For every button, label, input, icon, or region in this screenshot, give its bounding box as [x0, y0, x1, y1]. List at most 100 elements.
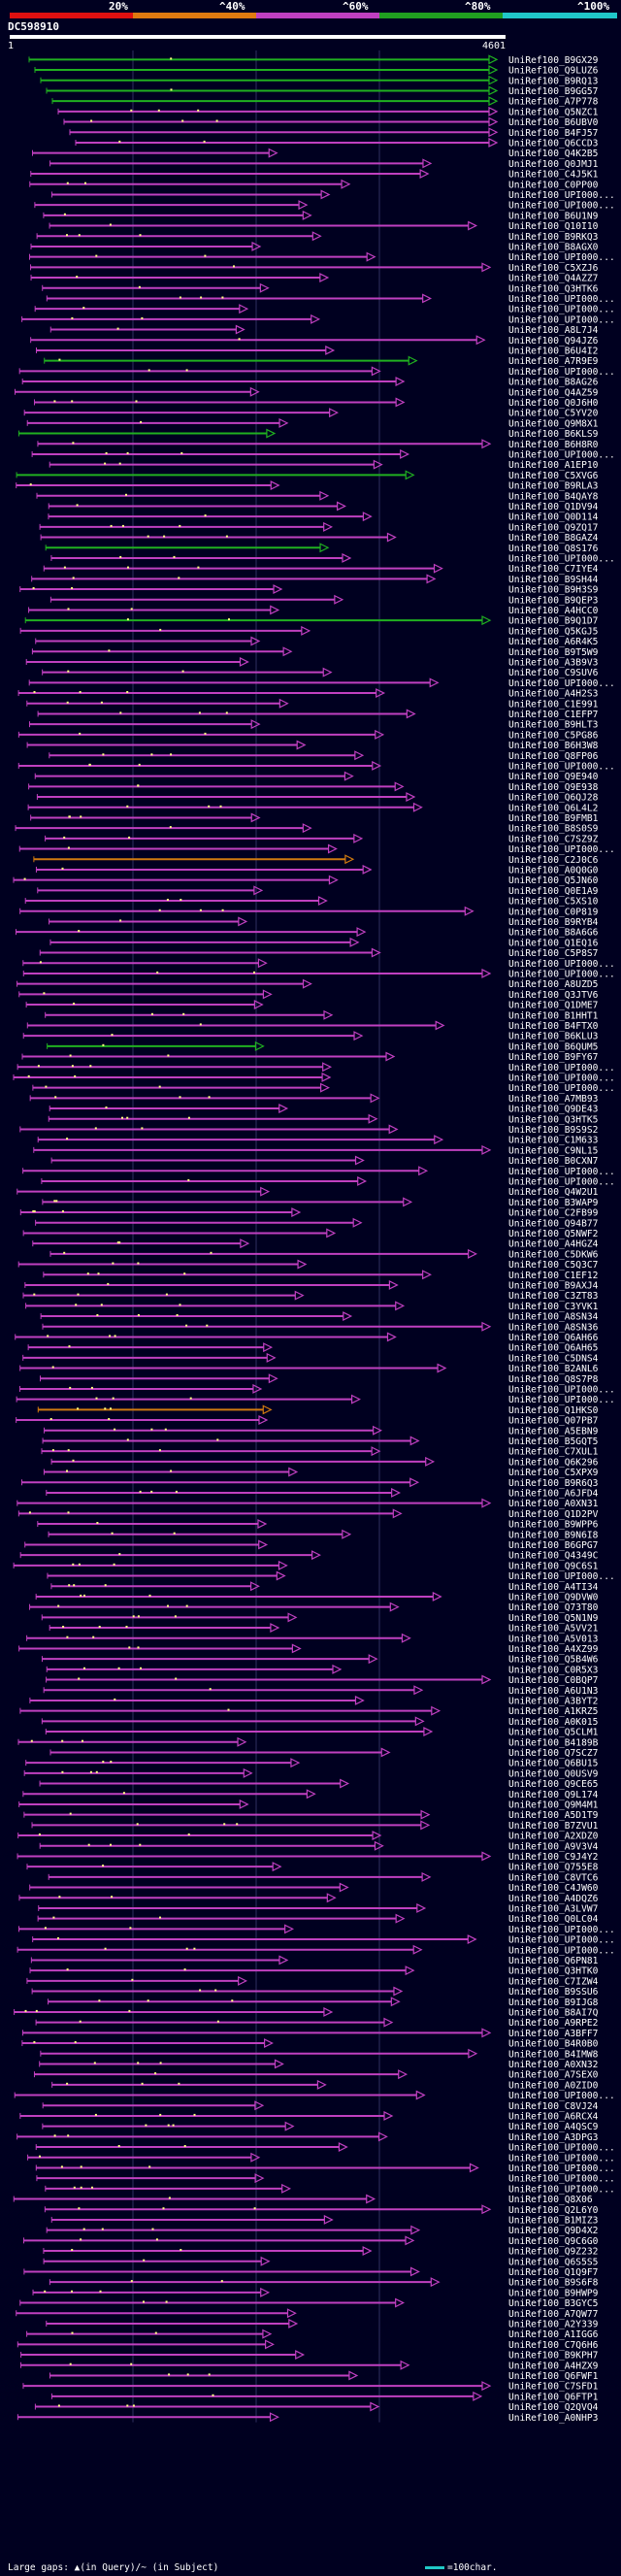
hit-row[interactable]: UniRef100_UPI000... [28, 677, 615, 689]
hit-label[interactable]: UniRef100_C0PP00 [508, 180, 599, 190]
hit-label[interactable]: UniRef100_UPI000... [508, 1395, 615, 1405]
hit-label[interactable]: UniRef100_B8S0S9 [508, 824, 599, 835]
hit-label[interactable]: UniRef100_Q0J6H0 [508, 398, 599, 409]
hit-label[interactable]: UniRef100_C5XPX9 [508, 1468, 599, 1478]
hit-row[interactable]: UniRef100_UPI000... [36, 2173, 615, 2185]
hit-label[interactable]: UniRef100_Q9E940 [508, 772, 599, 782]
hit-label[interactable]: UniRef100_A5EBN9 [508, 1426, 599, 1437]
hit-row[interactable]: UniRef100_B9RQ13 [40, 75, 599, 86]
hit-label[interactable]: UniRef100_C9J4Y2 [508, 1852, 598, 1863]
hit-label[interactable]: UniRef100_B6H8R0 [508, 440, 599, 450]
hit-label[interactable]: UniRef100_B3WAP9 [508, 1198, 599, 1208]
hit-label[interactable]: UniRef100_Q0D114 [508, 512, 599, 523]
hit-row[interactable]: UniRef100_UPI000... [28, 251, 615, 263]
hit-row[interactable]: UniRef100_A3LVW7 [38, 1902, 599, 1914]
hit-label[interactable]: UniRef100_C7IYE4 [508, 564, 599, 575]
hit-label[interactable]: UniRef100_A7R9E9 [508, 356, 599, 367]
hit-label[interactable]: UniRef100_Q5NZC1 [508, 107, 599, 117]
hit-row[interactable]: UniRef100_A0ZID0 [51, 2079, 599, 2091]
hit-label[interactable]: UniRef100_A1IGG6 [508, 2329, 599, 2340]
hit-label[interactable]: UniRef100_C3YVK1 [508, 1302, 599, 1312]
hit-row[interactable]: UniRef100_C8VJ24 [42, 2100, 599, 2112]
hit-row[interactable]: UniRef100_UPI000... [18, 843, 615, 855]
hit-row[interactable]: UniRef100_A2Y339 [46, 2318, 599, 2329]
hit-row[interactable]: UniRef100_B6QUM5 [47, 1040, 599, 1052]
hit-row[interactable]: UniRef100_B4QAY8 [36, 490, 599, 502]
hit-label[interactable]: UniRef100_Q0LC04 [508, 1914, 599, 1925]
hit-label[interactable]: UniRef100_A3BFF7 [508, 2029, 599, 2039]
hit-row[interactable]: UniRef100_Q9LUZ6 [34, 65, 599, 77]
hit-label[interactable]: UniRef100_B9FMB1 [508, 813, 599, 824]
hit-row[interactable]: UniRef100_B4R0B0 [21, 2038, 599, 2050]
hit-row[interactable]: UniRef100_Q5KGJ5 [19, 625, 598, 637]
hit-row[interactable]: UniRef100_Q9D4X2 [46, 2225, 598, 2236]
hit-label[interactable]: UniRef100_Q5CLM1 [508, 1728, 599, 1738]
hit-row[interactable]: UniRef100_UPI000... [22, 958, 615, 970]
hit-row[interactable]: UniRef100_C3YVK1 [25, 1301, 599, 1312]
hit-row[interactable]: UniRef100_C5XPX9 [43, 1467, 599, 1478]
hit-label[interactable]: UniRef100_B6GPG7 [508, 1540, 599, 1551]
hit-row[interactable]: UniRef100_B4189B [17, 1736, 599, 1748]
hit-label[interactable]: UniRef100_Q3HTK5 [508, 1114, 598, 1125]
hit-row[interactable]: UniRef100_A4HCC0 [28, 605, 599, 616]
hit-label[interactable]: UniRef100_A7MB93 [508, 1094, 599, 1105]
hit-label[interactable]: UniRef100_Q9ZQ17 [508, 522, 599, 533]
hit-row[interactable]: UniRef100_Q5NWF2 [22, 1228, 598, 1239]
hit-label[interactable]: UniRef100_A0NHP3 [508, 2413, 599, 2424]
hit-label[interactable]: UniRef100_C1EF12 [508, 1271, 598, 1281]
hit-row[interactable]: UniRef100_Q6BU15 [25, 1758, 599, 1769]
hit-label[interactable]: UniRef100_Q8S7P8 [508, 1374, 599, 1385]
hit-row[interactable]: UniRef100_B3GYC5 [19, 2297, 599, 2309]
hit-label[interactable]: UniRef100_UPI000... [508, 1384, 615, 1395]
hit-label[interactable]: UniRef100_A7QW77 [508, 2309, 599, 2320]
hit-label[interactable]: UniRef100_UPI000... [508, 2184, 615, 2195]
hit-row[interactable]: UniRef100_A8UZD5 [16, 978, 599, 990]
hit-row[interactable]: UniRef100_B8AGX0 [30, 241, 599, 252]
hit-label[interactable]: UniRef100_B4FTX0 [508, 1021, 599, 1032]
hit-label[interactable]: UniRef100_Q9L174 [508, 1790, 599, 1800]
hit-row[interactable]: UniRef100_A6JFD4 [46, 1487, 599, 1499]
hit-label[interactable]: UniRef100_Q6L4L2 [508, 803, 598, 813]
hit-row[interactable]: UniRef100_UPI000... [45, 2183, 615, 2195]
hit-label[interactable]: UniRef100_B8AI7Q [508, 2007, 599, 2018]
hit-label[interactable]: UniRef100_A3DPG3 [508, 2132, 599, 2143]
hit-row[interactable]: UniRef100_Q6K296 [50, 1456, 599, 1468]
hit-row[interactable]: UniRef100_C0BQP7 [46, 1674, 599, 1686]
hit-label[interactable]: UniRef100_A6JFD4 [508, 1488, 599, 1499]
hit-label[interactable]: UniRef100_B1MIZ3 [508, 2215, 599, 2226]
hit-label[interactable]: UniRef100_C4JW60 [508, 1883, 599, 1894]
hit-row[interactable]: UniRef100_Q6L4L2 [27, 802, 598, 813]
hit-label[interactable]: UniRef100_B9SH44 [508, 575, 599, 585]
hit-row[interactable]: UniRef100_Q94JZ6 [30, 335, 599, 347]
hit-row[interactable]: UniRef100_C9NL15 [33, 1144, 599, 1156]
hit-row[interactable]: UniRef100_Q9CE65 [39, 1778, 598, 1790]
hit-row[interactable]: UniRef100_C7SFD1 [22, 2381, 599, 2393]
hit-row[interactable]: UniRef100_B9GG57 [46, 85, 599, 97]
hit-row[interactable]: UniRef100_Q8X06 [13, 2194, 593, 2205]
hit-label[interactable]: UniRef100_UPI000... [508, 1063, 615, 1073]
hit-row[interactable]: UniRef100_Q10I10 [49, 220, 599, 232]
hit-row[interactable]: UniRef100_C1M633 [37, 1135, 599, 1146]
hit-row[interactable]: UniRef100_A3BFF7 [21, 2028, 599, 2039]
hit-row[interactable]: UniRef100_UPI000... [17, 760, 615, 772]
hit-label[interactable]: UniRef100_Q9Z232 [508, 2247, 598, 2258]
hit-label[interactable]: UniRef100_B9T5W9 [508, 647, 599, 658]
hit-label[interactable]: UniRef100_A3LVW7 [508, 1903, 599, 1914]
hit-label[interactable]: UniRef100_UPI000... [508, 314, 615, 325]
hit-label[interactable]: UniRef100_UPI000... [508, 201, 615, 212]
hit-row[interactable]: UniRef100_B4FJ57 [69, 127, 599, 139]
hit-label[interactable]: UniRef100_B9AXJ4 [508, 1280, 599, 1291]
hit-row[interactable]: UniRef100_Q6PN81 [30, 1955, 599, 1966]
hit-row[interactable]: UniRef100_C5YV20 [23, 408, 599, 419]
hit-row[interactable]: UniRef100_Q5B4W6 [41, 1654, 599, 1666]
hit-row[interactable]: UniRef100_Q1HKS0 [37, 1404, 599, 1416]
hit-row[interactable]: UniRef100_UPI000... [16, 1062, 615, 1073]
hit-row[interactable]: UniRef100_B9SH44 [31, 574, 599, 585]
hit-row[interactable]: UniRef100_Q9ZQ17 [39, 521, 599, 533]
hit-row[interactable]: UniRef100_Q8FP06 [49, 750, 599, 762]
hit-label[interactable]: UniRef100_UPI000... [508, 1935, 615, 1946]
hit-row[interactable]: UniRef100_A1IGG6 [26, 2328, 599, 2340]
hit-label[interactable]: UniRef100_Q9DVW0 [508, 1592, 599, 1602]
hit-row[interactable]: UniRef100_Q8S176 [45, 543, 599, 554]
hit-label[interactable]: UniRef100_B9IJG8 [508, 1998, 599, 2008]
